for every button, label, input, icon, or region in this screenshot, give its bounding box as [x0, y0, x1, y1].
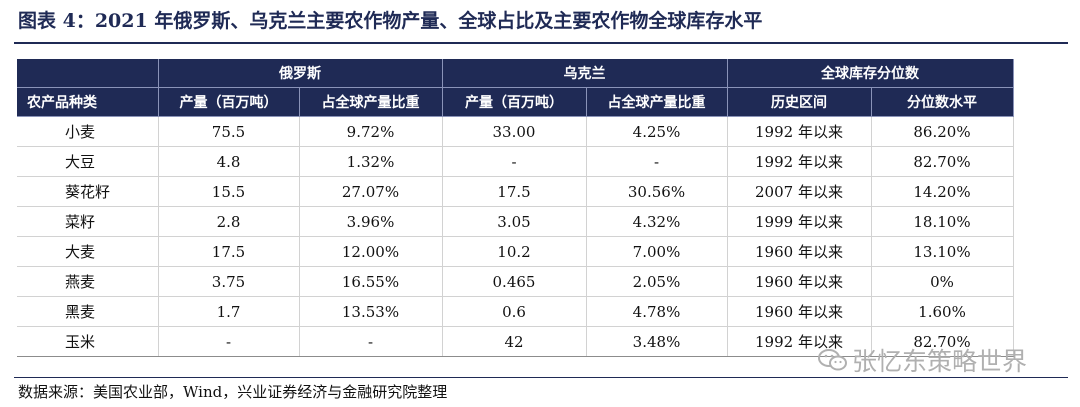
cell-ru-output: 4.8 — [158, 146, 300, 177]
table-row: 大豆 4.8 1.32% - -1992 年以来 82.70% — [17, 146, 1014, 177]
cell-ru-output: 75.5 — [158, 116, 300, 147]
cell-ru-share: - — [299, 326, 443, 357]
cell-category: 菜籽 — [17, 206, 159, 237]
table-row: 葵花籽 15.5 27.07% 17.5 30.56% 2007 年以来 14.20% — [17, 176, 1014, 207]
cell-percentile: 1.60% — [871, 296, 1014, 327]
cell-period: 1960 年以来 — [727, 236, 872, 267]
cell-ru-output: 17.5 — [158, 236, 300, 267]
cell-ua-share: 4.32% — [586, 206, 728, 237]
wechat-icon — [818, 348, 848, 378]
title-divider — [14, 42, 1068, 44]
cell-percentile: 82.70% — [871, 146, 1014, 177]
cell-ru-share: 1.32% — [299, 146, 443, 177]
cell-category: 黑麦 — [17, 296, 159, 327]
header-ua-output: 产量（百万吨） — [442, 87, 587, 117]
cell-ru-output: 3.75 — [158, 266, 300, 297]
crop-data-table: 俄罗斯 乌克兰 全球库存分位数 农产品种类 产量（百万吨） 占全球产量比重 产量… — [17, 59, 1014, 357]
cell-ua-output: 0.465 — [442, 266, 587, 297]
cell-ru-output: 2.8 — [158, 206, 300, 237]
cell-ru-output: 15.5 — [158, 176, 300, 207]
figure-title: 图表 4：2021 年俄罗斯、乌克兰主要农作物产量、全球占比及主要农作物全球库存… — [18, 10, 763, 32]
cell-period: 2007 年以来 — [727, 176, 872, 207]
cell-percentile: 82.70% — [871, 326, 1014, 357]
cell-ua-output: 3.05 — [442, 206, 587, 237]
cell-ua-output: 17.5 — [442, 176, 587, 207]
cell-ru-share: 27.07% — [299, 176, 443, 207]
cell-ua-share: 2.05% — [586, 266, 728, 297]
header-group-russia: 俄罗斯 — [158, 59, 443, 88]
cell-percentile: 14.20% — [871, 176, 1014, 207]
cell-ua-share: 4.78% — [586, 296, 728, 327]
cell-category: 葵花籽 — [17, 176, 159, 207]
cell-period: 1992 年以来 — [727, 326, 872, 357]
table-row: 大麦 17.5 12.00% 10.2 7.00% 1960 年以来 13.10% — [17, 236, 1014, 267]
table-row: 燕麦 3.75 16.55% 0.465 2.05% 1960 年以来 0% — [17, 266, 1014, 297]
cell-category: 大麦 — [17, 236, 159, 267]
cell-ua-output: 10.2 — [442, 236, 587, 267]
cell-ua-output: 42 — [442, 326, 587, 357]
cell-category: 玉米 — [17, 326, 159, 357]
table-row: 菜籽 2.8 3.96% 3.05 4.32% 1999 年以来 18.10% — [17, 206, 1014, 237]
cell-ru-output: 1.7 — [158, 296, 300, 327]
cell-ru-share: 13.53% — [299, 296, 443, 327]
header-group-stock: 全球库存分位数 — [727, 59, 1014, 88]
cell-period: 1999 年以来 — [727, 206, 872, 237]
cell-ua-output: - — [442, 146, 587, 177]
cell-percentile: 0% — [871, 266, 1014, 297]
cell-ru-share: 12.00% — [299, 236, 443, 267]
cell-period: 1992 年以来 — [727, 146, 872, 177]
table-body: 小麦 75.5 9.72% 33.00 4.25% 1992 年以来 86.20% 大豆 4.8… — [17, 116, 1014, 357]
table-row: 玉米 - -42 3.48% 1992 年以来 82.70% — [17, 326, 1014, 357]
header-percentile: 分位数水平 — [871, 87, 1014, 117]
cell-percentile: 13.10% — [871, 236, 1014, 267]
cell-ru-share: 3.96% — [299, 206, 443, 237]
cell-ru-share: 16.55% — [299, 266, 443, 297]
cell-ua-share: 7.00% — [586, 236, 728, 267]
cell-ru-share: 9.72% — [299, 116, 443, 147]
table-header-group-row: 俄罗斯 乌克兰 全球库存分位数 — [17, 59, 1014, 88]
header-ru-share: 占全球产量比重 — [299, 87, 443, 117]
table-row: 黑麦 1.7 13.53% 0.6 4.78% 1960 年以来 1.60% — [17, 296, 1014, 327]
cell-category: 燕麦 — [17, 266, 159, 297]
cell-ua-output: 0.6 — [442, 296, 587, 327]
cell-ru-output: - — [158, 326, 300, 357]
cell-category: 小麦 — [17, 116, 159, 147]
watermark: 张忆东策略世界 — [818, 342, 1027, 378]
header-group-ukraine: 乌克兰 — [442, 59, 728, 88]
header-category: 农产品种类 — [17, 87, 159, 117]
watermark-text: 张忆东策略世界 — [852, 347, 1028, 376]
cell-percentile: 18.10% — [871, 206, 1014, 237]
header-period: 历史区间 — [727, 87, 872, 117]
table-header-row: 农产品种类 产量（百万吨） 占全球产量比重 产量（百万吨） 占全球产量比重 历史… — [17, 87, 1014, 117]
cell-category: 大豆 — [17, 146, 159, 177]
header-ua-share: 占全球产量比重 — [586, 87, 728, 117]
source-note: 数据来源：美国农业部，Wind，兴业证券经济与金融研究院整理 — [18, 383, 448, 401]
cell-period: 1960 年以来 — [727, 296, 872, 327]
cell-percentile: 86.20% — [871, 116, 1014, 147]
cell-ua-share: - — [586, 146, 728, 177]
cell-ua-share: 3.48% — [586, 326, 728, 357]
table-row: 小麦 75.5 9.72% 33.00 4.25% 1992 年以来 86.20% — [17, 116, 1014, 147]
cell-ua-share: 30.56% — [586, 176, 728, 207]
cell-ua-output: 33.00 — [442, 116, 587, 147]
cell-ua-share: 4.25% — [586, 116, 728, 147]
cell-period: 1960 年以来 — [727, 266, 872, 297]
header-ru-output: 产量（百万吨） — [158, 87, 300, 117]
cell-period: 1992 年以来 — [727, 116, 872, 147]
header-blank-cell — [17, 59, 159, 88]
footer-divider — [14, 377, 1068, 378]
